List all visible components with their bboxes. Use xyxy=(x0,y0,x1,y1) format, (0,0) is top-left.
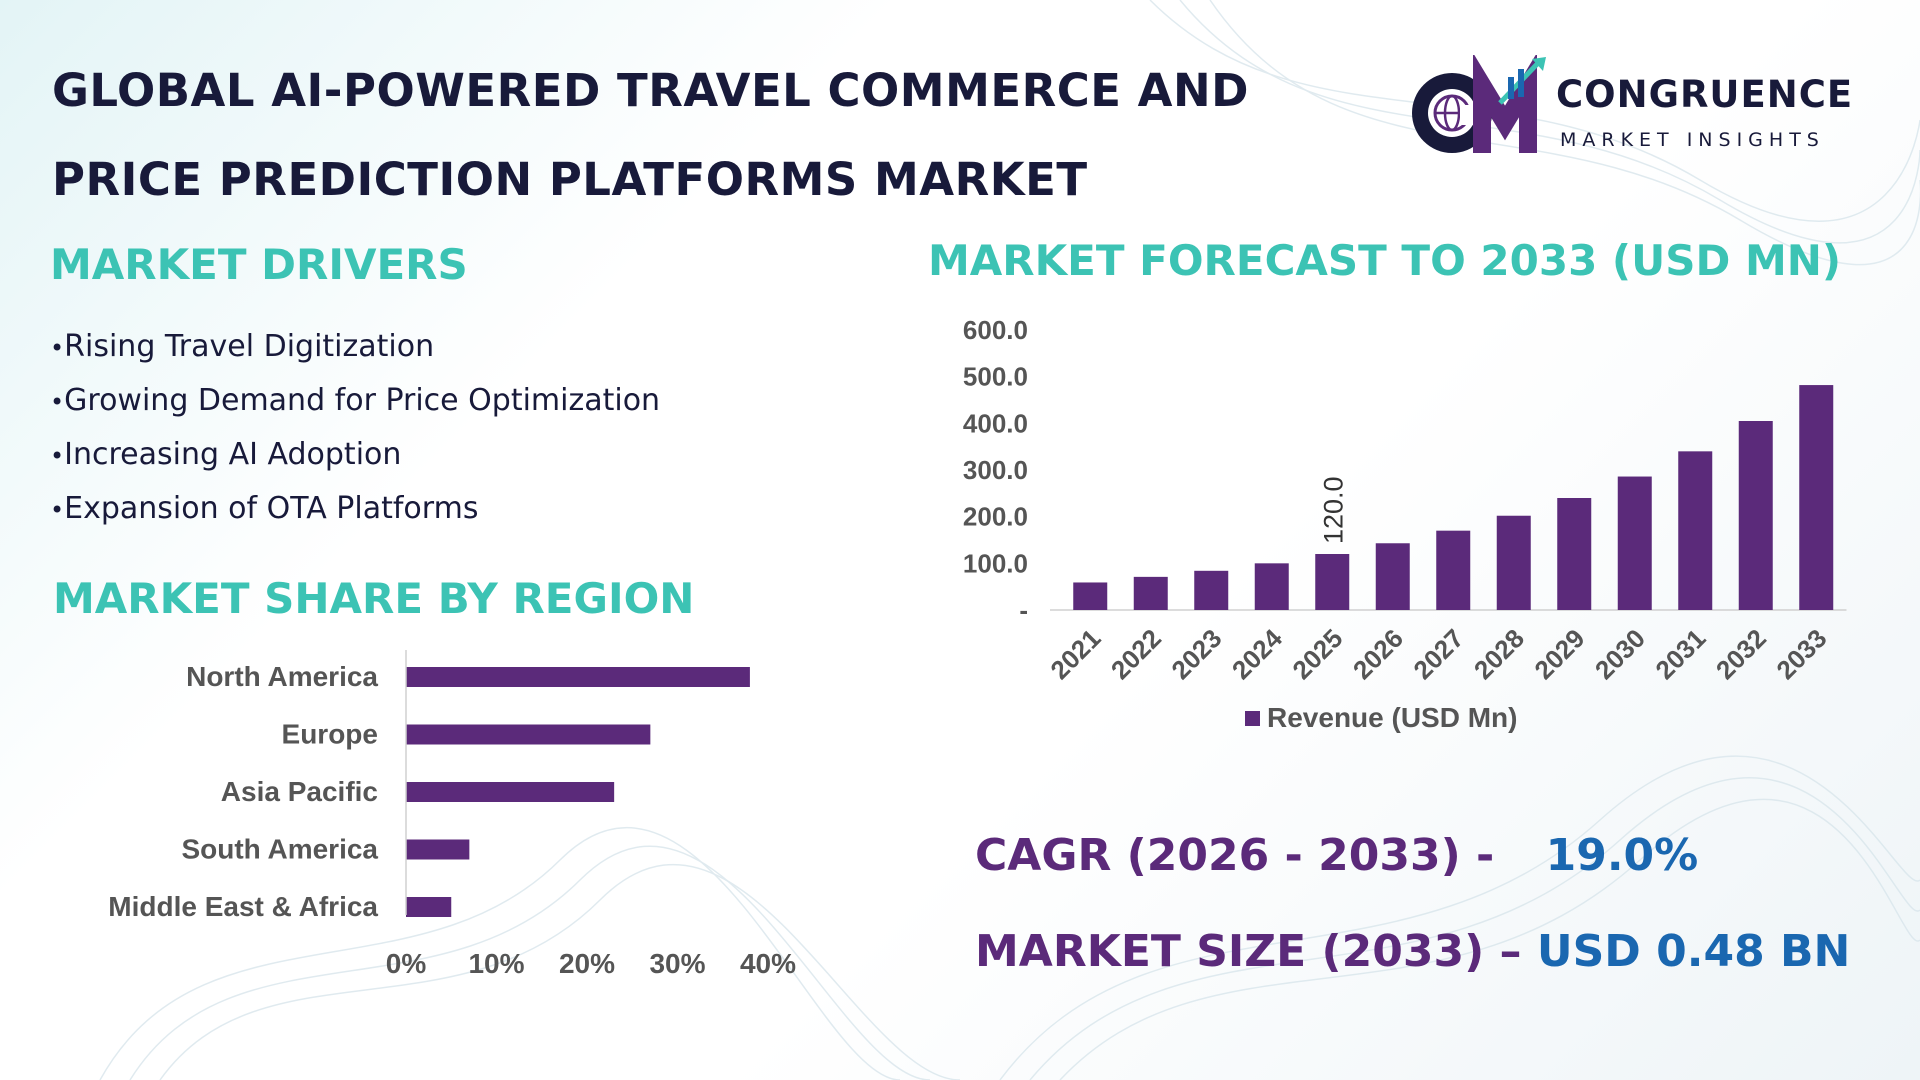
x-tick-label: 2029 xyxy=(1528,623,1590,685)
region-bar xyxy=(406,897,452,917)
legend-label: Revenue (USD Mn) xyxy=(1267,702,1517,733)
market-size-kpi: MARKET SIZE (2033) – USD 0.48 BN xyxy=(975,926,1850,977)
forecast-bar xyxy=(1617,476,1652,610)
forecast-bar xyxy=(1678,451,1713,610)
x-tick-label: 30% xyxy=(649,948,705,979)
cagr-value: 19.0% xyxy=(1545,830,1699,881)
region-label: Europe xyxy=(282,719,378,750)
legend-swatch xyxy=(1245,711,1260,726)
y-tick-label: 100.0 xyxy=(963,548,1028,578)
region-label: North America xyxy=(186,661,378,692)
driver-item: Expansion of OTA Platforms xyxy=(50,482,660,536)
region-bar xyxy=(406,782,615,802)
y-tick-label: 600.0 xyxy=(963,315,1028,345)
region-bar xyxy=(406,724,651,745)
forecast-bar xyxy=(1133,576,1168,610)
region-bar xyxy=(406,839,470,860)
region-share-heading: MARKET SHARE BY REGION xyxy=(53,574,695,623)
x-tick-label: 2024 xyxy=(1226,623,1288,685)
market-drivers-list: Rising Travel Digitization Growing Deman… xyxy=(50,320,660,536)
forecast-heading: MARKET FORECAST TO 2033 (USD MN) xyxy=(928,236,1842,285)
x-tick-label: 2027 xyxy=(1407,623,1469,685)
x-tick-label: 20% xyxy=(559,948,615,979)
forecast-chart: -100.0200.0300.0400.0500.0600.0202120222… xyxy=(963,315,1847,733)
logo-company-subtitle: MARKET INSIGHTS xyxy=(1560,129,1825,151)
region-share-chart: North America Europe Asia Pacific South Ame… xyxy=(108,650,796,979)
forecast-bar xyxy=(1194,570,1229,610)
forecast-bar xyxy=(1254,563,1289,610)
x-tick-label: 2028 xyxy=(1468,623,1530,685)
y-tick-label: 500.0 xyxy=(963,362,1028,392)
forecast-bar xyxy=(1496,515,1531,610)
cagr-label: CAGR (2026 - 2033) - xyxy=(975,830,1495,881)
x-tick-label: 2031 xyxy=(1649,623,1711,685)
logo-company-name: CONGRUENCE xyxy=(1556,73,1854,116)
forecast-bar xyxy=(1738,421,1773,610)
market-size-value: USD 0.48 BN xyxy=(1536,926,1851,977)
page-title-line-2: PRICE PREDICTION PLATFORMS MARKET xyxy=(52,153,1088,206)
driver-item: Growing Demand for Price Optimization xyxy=(50,374,660,428)
cagr-kpi: CAGR (2026 - 2033) - 19.0% xyxy=(975,830,1698,881)
forecast-bar xyxy=(1557,498,1592,610)
x-tick-label: 40% xyxy=(740,948,796,979)
y-tick-label: 300.0 xyxy=(963,455,1028,485)
forecast-bar xyxy=(1073,582,1108,610)
x-tick-label: 2030 xyxy=(1589,623,1651,685)
region-label: Asia Pacific xyxy=(221,776,378,807)
region-label: South America xyxy=(181,834,378,865)
market-drivers-heading: MARKET DRIVERS xyxy=(50,240,468,289)
cm-globe-logo-icon xyxy=(1412,52,1546,153)
driver-item: Increasing AI Adoption xyxy=(50,428,660,482)
y-tick-label: 200.0 xyxy=(963,502,1028,532)
page-title-line-1: GLOBAL AI-POWERED TRAVEL COMMERCE AND xyxy=(52,64,1250,117)
market-size-label: MARKET SIZE (2033) – xyxy=(975,926,1522,977)
forecast-bar xyxy=(1375,543,1410,610)
x-tick-label: 2026 xyxy=(1347,623,1409,685)
region-bar xyxy=(406,667,750,687)
x-tick-label: 2032 xyxy=(1710,623,1772,685)
company-logo: CONGRUENCE MARKET INSIGHTS xyxy=(1400,52,1880,160)
x-tick-label: 2022 xyxy=(1105,623,1167,685)
bar-data-label: 120.0 xyxy=(1318,476,1348,544)
forecast-bar xyxy=(1436,530,1471,610)
x-tick-label: 2025 xyxy=(1286,623,1348,685)
forecast-bar xyxy=(1799,385,1834,610)
y-tick-label: - xyxy=(1019,595,1028,625)
y-tick-label: 400.0 xyxy=(963,408,1028,438)
x-tick-label: 10% xyxy=(468,948,524,979)
x-tick-label: 2033 xyxy=(1770,623,1832,685)
x-tick-label: 2021 xyxy=(1044,623,1106,685)
region-label: Middle East & Africa xyxy=(108,891,378,922)
x-tick-label: 0% xyxy=(386,948,427,979)
x-tick-label: 2023 xyxy=(1165,623,1227,685)
driver-item: Rising Travel Digitization xyxy=(50,320,660,374)
forecast-bar xyxy=(1315,554,1350,610)
